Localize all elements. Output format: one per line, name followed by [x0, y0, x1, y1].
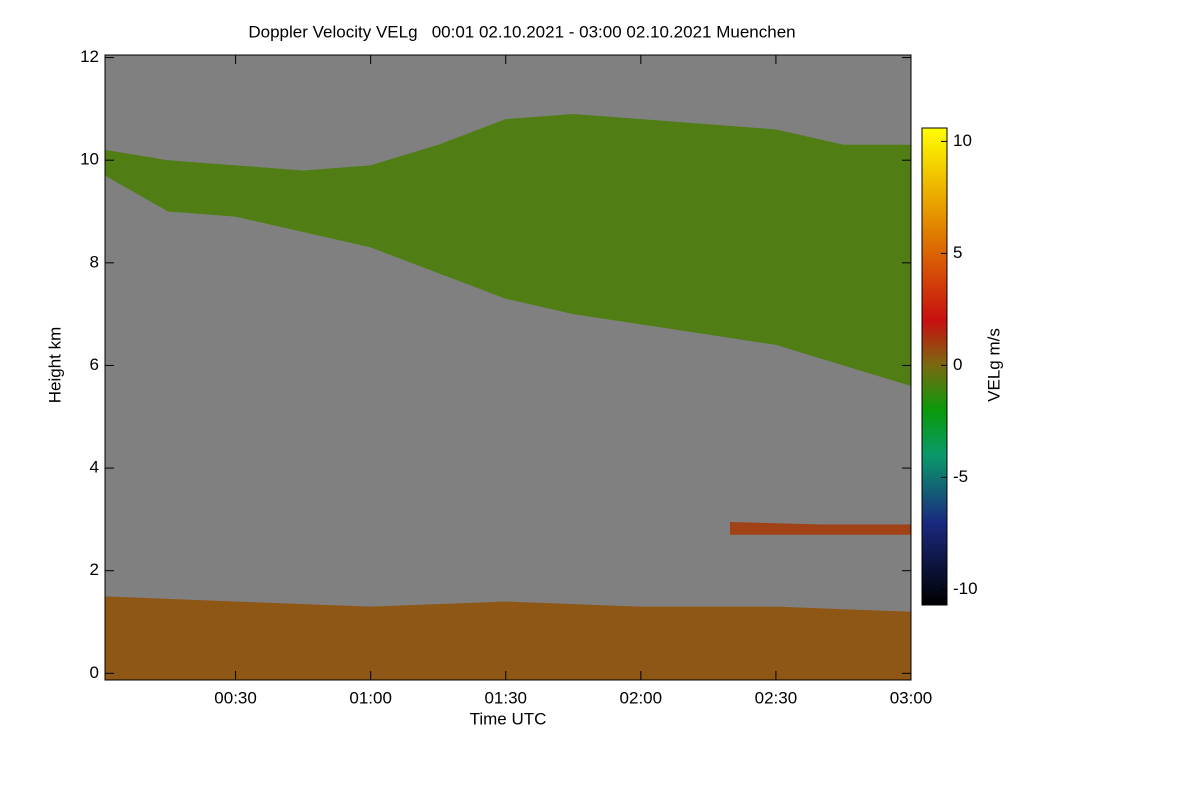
x-tick-label: 00:30	[214, 688, 257, 707]
echo-layer	[105, 114, 911, 386]
colorbar-label: VELg m/s	[984, 328, 1003, 402]
y-tick-label: 10	[80, 150, 99, 169]
x-tick-label: 03:00	[890, 688, 933, 707]
y-tick-label: 6	[90, 355, 99, 374]
x-tick-label: 02:00	[620, 688, 663, 707]
y-tick-label: 4	[90, 458, 99, 477]
echo-layer	[729, 521, 911, 535]
x-tick-label: 01:00	[349, 688, 392, 707]
x-tick-label: 01:30	[484, 688, 527, 707]
colorbar-tick-label: 0	[953, 355, 962, 374]
y-tick-label: 0	[90, 663, 99, 682]
x-axis-label: Time UTC	[470, 709, 547, 728]
colorbar-tick-label: -10	[953, 579, 978, 598]
colorbar-tick-label: -5	[953, 467, 968, 486]
colorbar-tick-label: 10	[953, 131, 972, 150]
x-tick-label: 02:30	[755, 688, 798, 707]
plot-frame	[104, 54, 912, 681]
y-axis-label: Height km	[45, 327, 64, 404]
chart-title: Doppler Velocity VELg 00:01 02.10.2021 -…	[248, 22, 795, 41]
y-tick-label: 2	[90, 560, 99, 579]
y-tick-label: 8	[90, 252, 99, 271]
colorbar-tick-label: 5	[953, 243, 962, 262]
y-tick-label: 12	[80, 47, 99, 66]
colorbar	[921, 127, 948, 606]
echo-layer	[105, 596, 911, 680]
